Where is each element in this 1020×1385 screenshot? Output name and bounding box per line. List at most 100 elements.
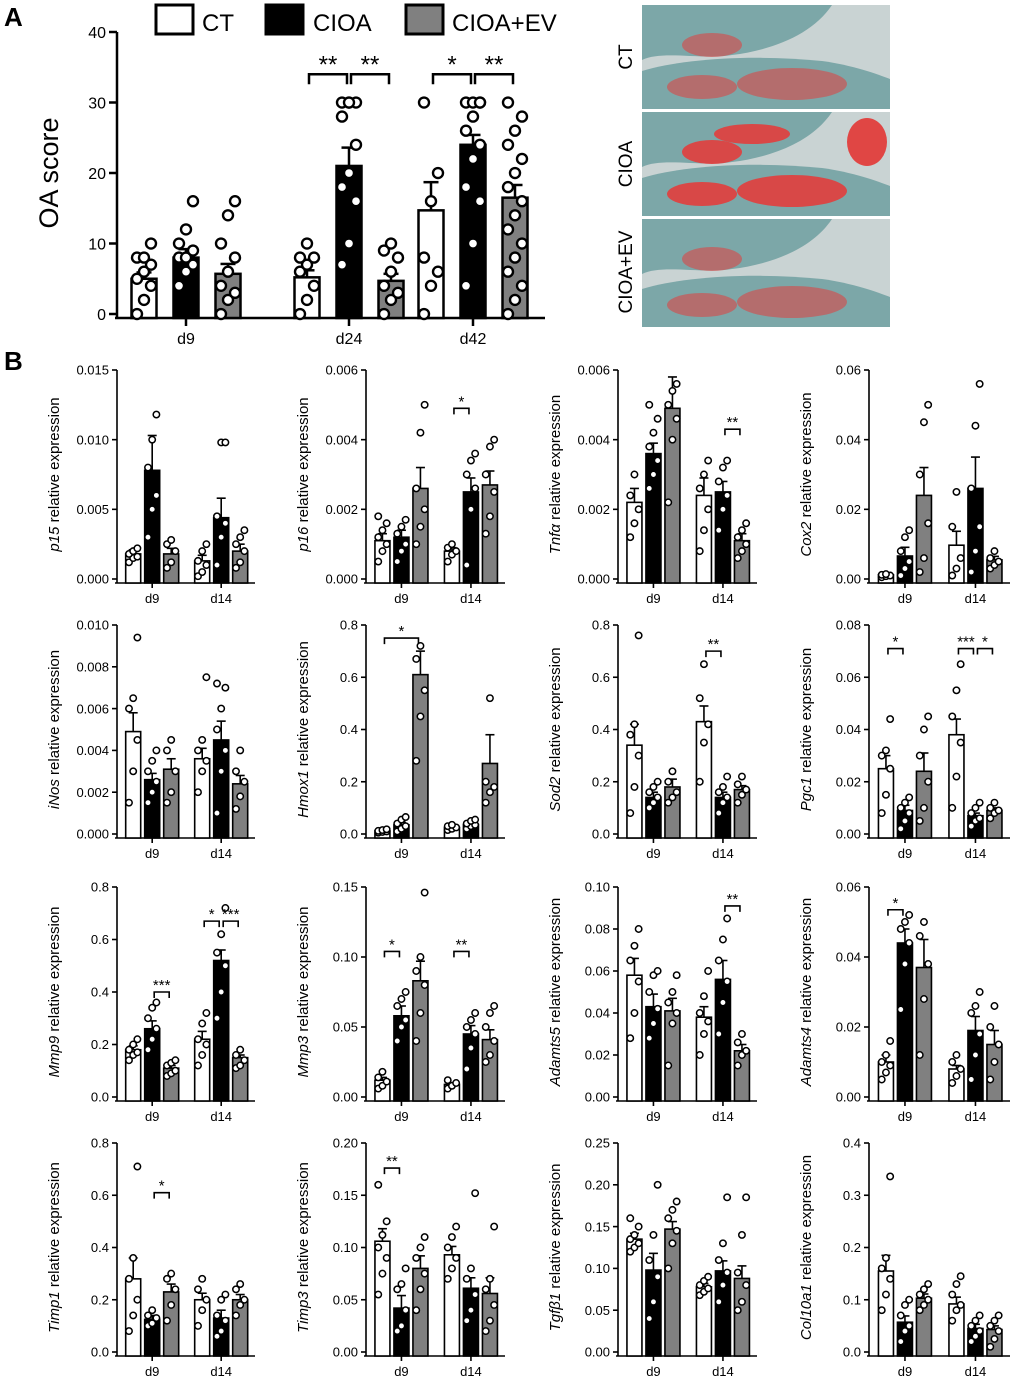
data-point xyxy=(975,1030,984,1038)
x-tick-label: d14 xyxy=(210,846,232,861)
data-point xyxy=(704,456,713,465)
data-point xyxy=(990,1058,999,1066)
data-point xyxy=(232,1311,240,1320)
y-tick-label: 0.000 xyxy=(577,572,610,587)
x-tick-label: d9 xyxy=(394,846,408,861)
y-tick-label: 0.004 xyxy=(577,432,610,447)
data-point xyxy=(956,1301,965,1309)
bar-ct-d9 xyxy=(626,1238,643,1357)
y-tick-label: 40 xyxy=(88,25,106,42)
data-point xyxy=(485,694,494,703)
data-point xyxy=(742,1046,751,1055)
data-point xyxy=(699,526,708,535)
histology-cartilage xyxy=(667,293,737,317)
data-point xyxy=(948,571,957,580)
y-tick-label: 0.002 xyxy=(325,502,358,517)
data-point xyxy=(412,1253,421,1262)
data-point xyxy=(695,1051,704,1059)
data-point xyxy=(490,1002,499,1010)
data-point xyxy=(634,751,643,760)
x-tick-label: d9 xyxy=(898,591,912,606)
data-point xyxy=(668,1239,677,1248)
data-point xyxy=(452,1253,461,1262)
data-point xyxy=(672,971,681,980)
data-point xyxy=(626,730,635,739)
y-tick-label: 0.008 xyxy=(76,659,109,674)
data-point xyxy=(986,554,995,563)
data-point xyxy=(881,1290,890,1299)
data-point xyxy=(515,152,529,166)
data-point xyxy=(217,1327,226,1336)
data-point xyxy=(672,1197,681,1206)
data-point xyxy=(630,720,639,729)
data-point xyxy=(378,1067,387,1076)
data-point xyxy=(645,484,654,493)
y-tick-label: 0.004 xyxy=(325,432,358,447)
y-tick-label: 0.06 xyxy=(585,964,610,979)
data-point xyxy=(240,1056,249,1065)
data-point xyxy=(900,816,909,825)
data-point xyxy=(994,1327,1003,1336)
bar-ct-d9 xyxy=(877,767,895,839)
data-point xyxy=(649,1231,658,1239)
data-point xyxy=(447,540,456,549)
data-point xyxy=(213,809,221,818)
y-axis-label: Pgc1 relative expression xyxy=(798,648,815,811)
data-point xyxy=(447,1264,456,1273)
data-point xyxy=(975,522,984,531)
data-point xyxy=(994,1311,1003,1320)
data-point xyxy=(971,421,980,430)
data-point xyxy=(990,798,999,807)
data-point xyxy=(508,124,522,137)
data-point xyxy=(919,725,928,734)
data-point xyxy=(133,633,142,642)
data-point xyxy=(473,96,487,109)
bar-cioa-d9 xyxy=(143,469,161,584)
data-point xyxy=(416,1009,425,1017)
data-point xyxy=(133,552,142,561)
data-point xyxy=(664,1214,673,1223)
data-point xyxy=(144,1311,152,1320)
data-point xyxy=(424,195,438,208)
data-point xyxy=(129,1311,138,1320)
data-point xyxy=(232,1285,240,1294)
data-point xyxy=(915,1051,924,1059)
data-point xyxy=(420,505,429,514)
data-point xyxy=(971,1051,980,1059)
y-tick-label: 0.8 xyxy=(91,1136,109,1151)
data-point xyxy=(501,96,515,109)
data-point xyxy=(300,258,314,271)
data-point xyxy=(886,1061,895,1070)
data-point xyxy=(228,286,242,300)
data-point xyxy=(952,1280,961,1289)
data-point xyxy=(886,764,895,773)
x-tick-label: d14 xyxy=(712,1364,734,1379)
data-point xyxy=(382,825,391,834)
data-point xyxy=(416,428,425,437)
data-point xyxy=(924,960,933,968)
data-point xyxy=(994,1040,1003,1049)
bar-cioa-d14 xyxy=(212,739,230,839)
significance-bracket xyxy=(153,991,170,998)
data-point xyxy=(232,1051,240,1059)
data-point xyxy=(714,788,723,797)
data-point xyxy=(723,977,732,986)
data-point xyxy=(236,792,245,801)
data-point xyxy=(704,967,713,975)
data-point xyxy=(481,1023,490,1031)
data-point xyxy=(401,515,410,524)
data-point xyxy=(915,751,924,760)
data-point xyxy=(412,655,421,663)
data-point xyxy=(737,772,746,781)
data-point xyxy=(896,824,905,833)
data-point xyxy=(221,904,230,912)
y-tick-label: 0.4 xyxy=(340,722,358,737)
data-point xyxy=(723,491,732,500)
data-point xyxy=(915,1306,924,1315)
y-axis-label: p16 relative expression xyxy=(295,397,312,552)
data-point xyxy=(163,1316,171,1325)
data-point xyxy=(144,1014,152,1023)
significance-label: *** xyxy=(957,634,975,651)
bar-cioa-ev-d9 xyxy=(664,1228,681,1357)
